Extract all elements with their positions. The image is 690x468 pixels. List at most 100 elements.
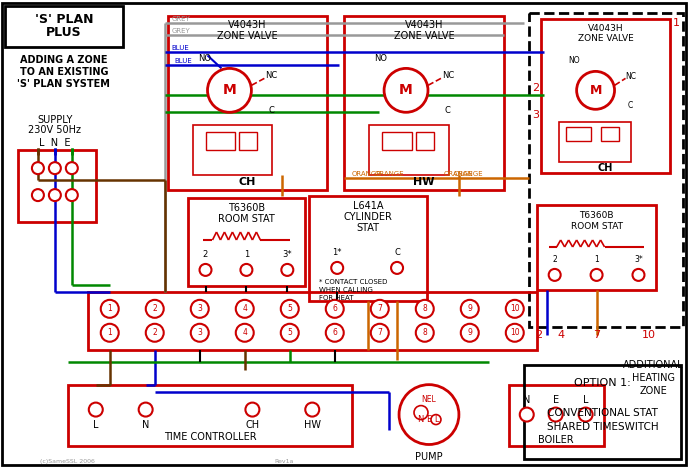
Circle shape xyxy=(371,324,388,342)
Circle shape xyxy=(236,300,254,318)
Text: HEATING: HEATING xyxy=(632,373,675,383)
Text: 10: 10 xyxy=(642,330,656,340)
Text: 2: 2 xyxy=(203,250,208,259)
Circle shape xyxy=(326,300,344,318)
Text: 5: 5 xyxy=(287,304,292,313)
Text: V4043H: V4043H xyxy=(228,21,266,30)
Bar xyxy=(524,365,682,460)
Text: 3: 3 xyxy=(197,328,202,337)
Circle shape xyxy=(579,408,593,422)
Bar xyxy=(88,292,537,350)
Text: 3*: 3* xyxy=(282,250,292,259)
Text: 7: 7 xyxy=(377,304,382,313)
Text: 3*: 3* xyxy=(634,256,643,264)
Text: 2: 2 xyxy=(535,330,542,340)
Text: 5: 5 xyxy=(287,328,292,337)
Circle shape xyxy=(139,402,152,417)
Text: M: M xyxy=(223,83,237,97)
Text: SHARED TIMESWITCH: SHARED TIMESWITCH xyxy=(546,422,658,431)
Text: ZONE VALVE: ZONE VALVE xyxy=(394,31,454,42)
Bar xyxy=(369,125,449,175)
Circle shape xyxy=(49,189,61,201)
Text: TO AN EXISTING: TO AN EXISTING xyxy=(19,67,108,77)
Circle shape xyxy=(520,408,534,422)
Text: ADDITIONAL: ADDITIONAL xyxy=(623,360,684,370)
Text: 4: 4 xyxy=(242,328,247,337)
Text: T6360B: T6360B xyxy=(580,211,614,219)
Text: 1: 1 xyxy=(673,17,680,28)
Text: CONVENTIONAL STAT: CONVENTIONAL STAT xyxy=(547,408,658,417)
Text: 'S' PLAN SYSTEM: 'S' PLAN SYSTEM xyxy=(17,80,110,89)
Bar xyxy=(566,127,591,141)
Bar xyxy=(382,132,412,150)
Text: ORANGE: ORANGE xyxy=(454,171,484,177)
Text: 1: 1 xyxy=(594,256,599,264)
Text: 6: 6 xyxy=(333,328,337,337)
Bar xyxy=(168,15,327,190)
Text: ADDING A ZONE: ADDING A ZONE xyxy=(20,55,108,66)
Text: ZONE VALVE: ZONE VALVE xyxy=(578,34,633,43)
Circle shape xyxy=(66,162,78,174)
Text: SUPPLY: SUPPLY xyxy=(37,115,72,125)
Circle shape xyxy=(240,264,253,276)
Circle shape xyxy=(331,262,343,274)
Circle shape xyxy=(461,324,479,342)
Text: HW: HW xyxy=(413,177,435,187)
Text: TIME CONTROLLER: TIME CONTROLLER xyxy=(164,431,256,441)
Text: 6: 6 xyxy=(333,304,337,313)
Bar xyxy=(193,125,273,175)
Circle shape xyxy=(208,68,251,112)
Circle shape xyxy=(384,68,428,112)
Text: ROOM STAT: ROOM STAT xyxy=(218,214,275,224)
Bar xyxy=(416,132,434,150)
Text: NC: NC xyxy=(442,71,454,80)
Text: 1*: 1* xyxy=(333,249,342,257)
Text: 7: 7 xyxy=(377,328,382,337)
Text: M: M xyxy=(399,83,413,97)
Text: 8: 8 xyxy=(422,304,427,313)
Bar xyxy=(18,150,96,222)
Circle shape xyxy=(190,300,209,318)
Text: 1: 1 xyxy=(244,250,249,259)
Text: CH: CH xyxy=(246,419,259,430)
Circle shape xyxy=(236,324,254,342)
Text: ORANGE: ORANGE xyxy=(444,171,474,177)
Circle shape xyxy=(49,162,61,174)
Bar xyxy=(309,196,427,301)
Circle shape xyxy=(146,324,164,342)
Circle shape xyxy=(305,402,319,417)
Text: L  N  E: L N E xyxy=(39,138,70,148)
Text: * CONTACT CLOSED: * CONTACT CLOSED xyxy=(319,279,388,285)
Circle shape xyxy=(371,300,388,318)
Text: N: N xyxy=(142,419,149,430)
Bar xyxy=(5,6,123,47)
Text: L641A: L641A xyxy=(353,201,384,211)
Text: 1: 1 xyxy=(108,328,112,337)
Text: ORANGE: ORANGE xyxy=(351,171,381,177)
Text: 2: 2 xyxy=(152,304,157,313)
Text: 10: 10 xyxy=(510,304,520,313)
Circle shape xyxy=(32,162,44,174)
Text: NO: NO xyxy=(568,56,580,65)
Text: NO: NO xyxy=(198,54,211,63)
Text: GREY: GREY xyxy=(172,15,190,22)
Text: 230V 50Hz: 230V 50Hz xyxy=(28,125,81,135)
Circle shape xyxy=(190,324,209,342)
Bar xyxy=(206,132,235,150)
Text: CH: CH xyxy=(239,177,256,187)
Text: HW: HW xyxy=(304,419,321,430)
Circle shape xyxy=(591,269,602,281)
Text: N: N xyxy=(523,395,531,405)
Circle shape xyxy=(281,324,299,342)
Circle shape xyxy=(66,189,78,201)
Bar xyxy=(600,127,618,141)
Text: N E L: N E L xyxy=(418,415,440,424)
Circle shape xyxy=(461,300,479,318)
Bar xyxy=(537,205,656,290)
Circle shape xyxy=(399,385,459,445)
Circle shape xyxy=(89,402,103,417)
Text: Rev1a: Rev1a xyxy=(275,459,294,464)
Text: 2: 2 xyxy=(552,256,557,264)
Bar xyxy=(541,19,671,173)
Circle shape xyxy=(326,324,344,342)
